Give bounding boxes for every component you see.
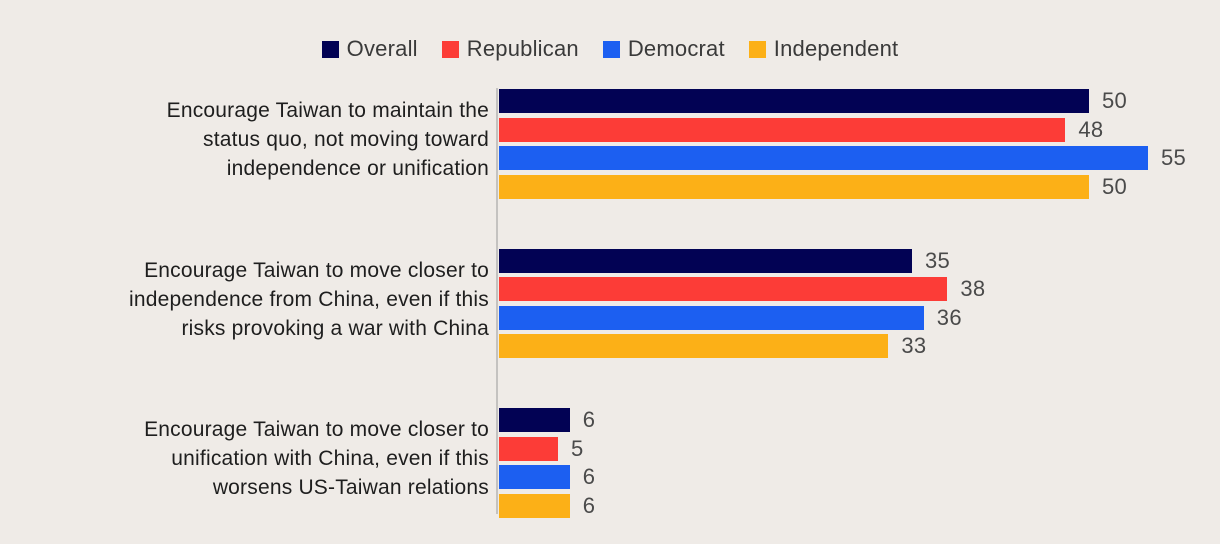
legend-item-independent: Independent [748, 36, 899, 62]
bar-independent [499, 174, 1089, 199]
value-label: 5 [571, 435, 584, 461]
value-label: 35 [925, 247, 951, 273]
category-label-line: unification with China, even if this [171, 447, 489, 471]
bar-democrat [499, 146, 1148, 170]
value-label: 36 [936, 304, 962, 330]
bar-overall [499, 89, 1089, 113]
value-label: 33 [901, 333, 927, 358]
bar-independent [499, 334, 889, 358]
category-label: Encourage Taiwan to move closer to unific… [0, 415, 489, 502]
category-label-line: Encourage Taiwan to maintain the [166, 99, 489, 123]
legend-swatch-icon [321, 40, 339, 58]
category-label: Encourage Taiwan to maintain the status q… [0, 96, 489, 183]
axis-line [496, 88, 498, 514]
value-label: 6 [582, 492, 596, 518]
legend-swatch-icon [748, 40, 766, 58]
legend-item-democrat: Democrat [602, 36, 725, 62]
category-label-line: worsens US-Taiwan relations [212, 476, 489, 500]
legend-label: Overall [346, 36, 418, 61]
category-label-line: Encourage Taiwan to move closer to [144, 258, 489, 282]
category-label-line: Encourage Taiwan to move closer to [144, 418, 489, 442]
bar-overall [499, 408, 570, 432]
value-label: 6 [582, 464, 596, 489]
legend-item-overall: Overall [321, 36, 418, 62]
value-label: 50 [1102, 88, 1128, 113]
value-label: 50 [1102, 173, 1128, 199]
bar-democrat [499, 465, 570, 489]
bar-overall [499, 248, 912, 273]
category-label-line: independence from China, even if this [129, 287, 489, 311]
bar-democrat [499, 305, 924, 330]
value-label: 55 [1161, 145, 1187, 170]
category-label-line: risks provoking a war with China [181, 316, 489, 340]
legend-label: Republican [466, 36, 579, 61]
legend-swatch-icon [602, 40, 620, 58]
bar-republican [499, 436, 558, 461]
legend: Overall Republican Democrat Independent [0, 36, 1220, 62]
category-label-line: independence or unification [226, 157, 489, 181]
legend-label: Independent [773, 36, 899, 61]
bar-republican [499, 117, 1066, 142]
legend-item-republican: Republican [441, 36, 579, 62]
bar-republican [499, 277, 948, 301]
value-label: 48 [1078, 116, 1104, 142]
legend-swatch-icon [441, 40, 459, 58]
bar-independent [499, 493, 570, 518]
category-label-line: status quo, not moving toward [203, 128, 489, 152]
value-label: 38 [960, 276, 986, 301]
value-label: 6 [582, 407, 596, 432]
legend-label: Democrat [627, 36, 725, 61]
category-label: Encourage Taiwan to move closer to indepe… [0, 256, 489, 343]
